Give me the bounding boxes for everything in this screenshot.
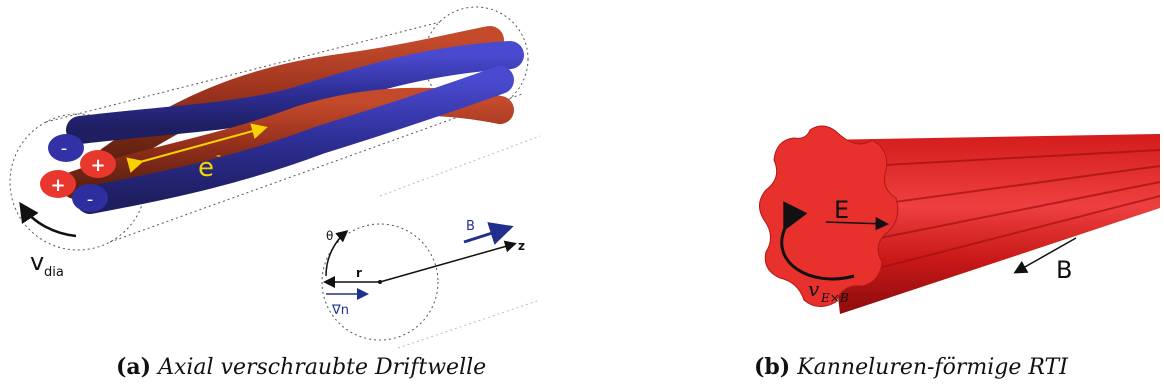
exb-label: v	[808, 277, 820, 301]
red-cap-left	[40, 170, 76, 198]
blue-tube-front	[76, 66, 514, 214]
minus-sign-upper: -	[61, 138, 68, 159]
panel-drift-wave: - + + - e - v dia θ r z B ∇n (	[0, 0, 560, 388]
panel-fluted-rti: E v E×B B (b) Kanneluren-förmige RTI	[690, 0, 1164, 388]
origin-dot	[378, 280, 382, 284]
e-field-arrow	[825, 216, 889, 231]
blue-cap-upper	[48, 134, 84, 162]
caption-a-text: Axial verschraubte Driftwelle	[158, 355, 487, 380]
caption-b-text: Kanneluren-förmige RTI	[797, 355, 1068, 380]
caption-b: (b) Kanneluren-förmige RTI	[754, 354, 1068, 380]
r-label: r	[356, 266, 362, 280]
electron-label: e	[198, 153, 214, 183]
coordinate-inset: θ r z B ∇n	[321, 135, 541, 349]
red-cap-right	[80, 150, 116, 178]
fluted-tube-body	[820, 134, 1160, 314]
twisted-tubes	[61, 26, 524, 214]
b-label: B	[466, 219, 475, 234]
inset-circle	[321, 223, 439, 341]
electron-arrow	[126, 123, 268, 173]
vdia-arrow	[19, 201, 77, 238]
e-field-label: E	[834, 196, 849, 224]
drift-wave-illustration: - + + - e - v dia θ r z B ∇n	[9, 6, 541, 349]
exb-drift-arrow	[780, 201, 855, 281]
theta-arrow	[325, 230, 349, 277]
electron-superscript: -	[216, 148, 221, 164]
blue-cap-lower	[72, 184, 108, 212]
b-field-arrow	[1013, 237, 1077, 274]
theta-label: θ	[326, 229, 333, 243]
fluted-tube-illustration: E v E×B B	[759, 125, 1161, 314]
tube-fluted-cross-section	[759, 125, 899, 307]
grad-n-label: ∇n	[331, 303, 349, 318]
caption-b-label: (b)	[754, 354, 791, 380]
vdia-subscript: dia	[44, 265, 64, 280]
inset-bottom-edge	[397, 299, 541, 349]
plus-sign-right: +	[90, 155, 105, 176]
b-field-arrow	[463, 222, 514, 245]
vdia-label: v	[30, 248, 44, 276]
exb-subscript: E×B	[820, 291, 849, 305]
caption-a: (a) Axial verschraubte Driftwelle	[116, 354, 486, 380]
b-field-label: B	[1056, 256, 1072, 284]
z-axis-arrow	[379, 240, 517, 283]
blue-tube-back	[66, 41, 524, 144]
minus-sign-lower: -	[87, 189, 94, 210]
plus-sign-left: +	[50, 175, 65, 196]
caption-a-label: (a)	[116, 354, 152, 380]
inset-top-edge	[379, 135, 541, 197]
z-label: z	[518, 239, 525, 253]
